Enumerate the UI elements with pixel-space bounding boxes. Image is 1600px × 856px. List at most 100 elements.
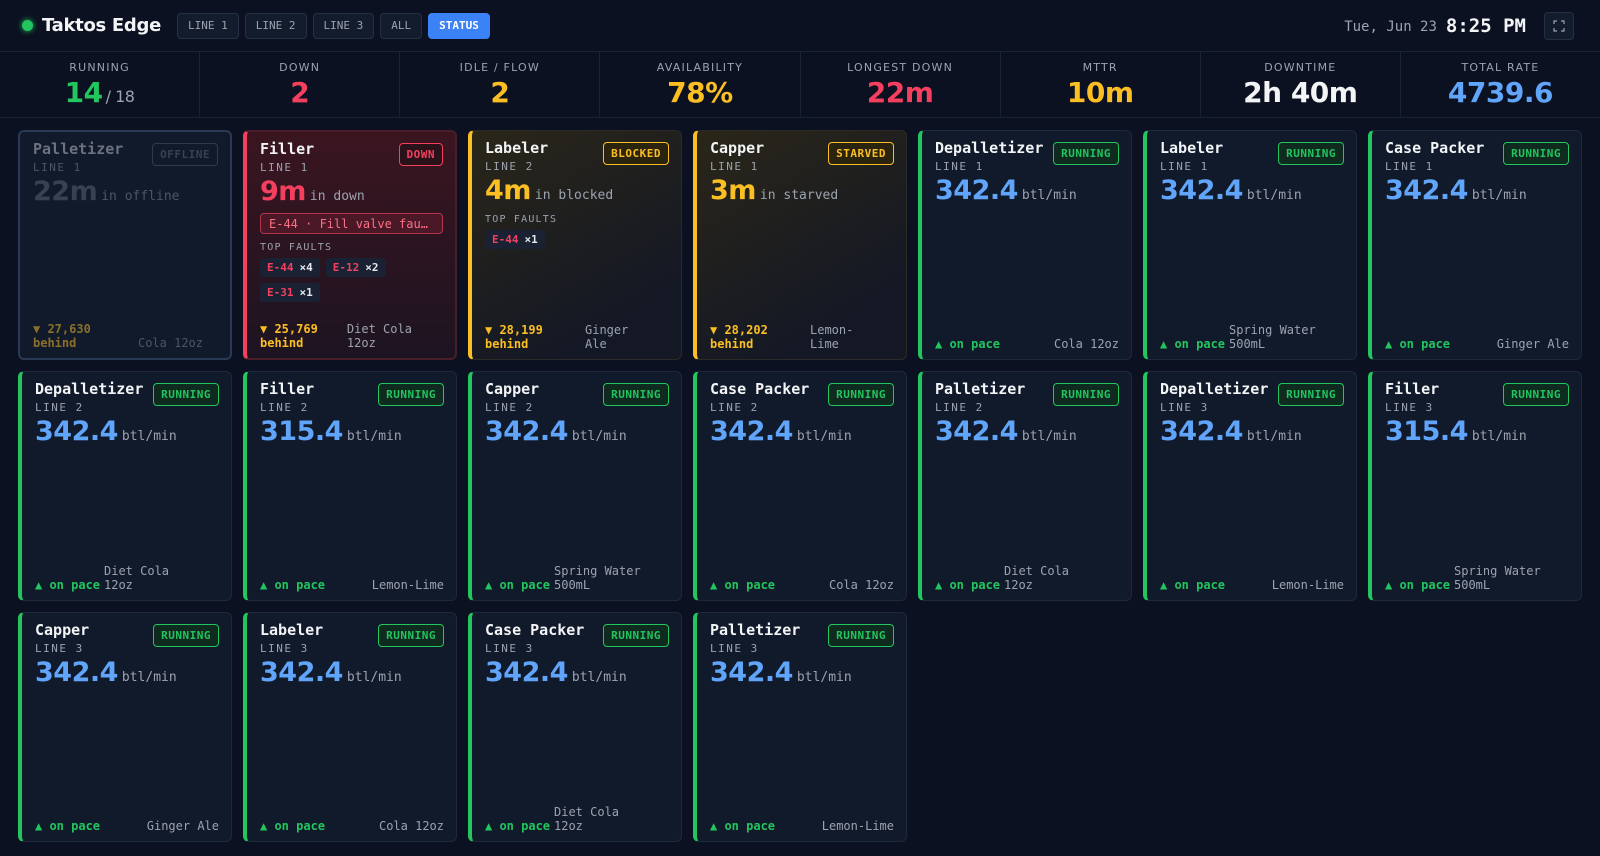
nav-all-button[interactable]: ALL [380, 12, 423, 39]
machine-card[interactable]: Depalletizer LINE 3 RUNNING 342.4 btl/min ▲ o… [1143, 371, 1357, 601]
kpi-running: RUNNING 14/ 18 [0, 52, 201, 117]
product-sku: Spring Water 500mL [554, 564, 641, 592]
machine-card[interactable]: Labeler LINE 3 RUNNING 342.4 btl/min ▲ on pac… [243, 612, 457, 842]
machine-card[interactable]: Palletizer LINE 2 RUNNING 342.4 btl/min ▲ on … [918, 371, 1132, 601]
product-sku: Cola 12oz [1053, 337, 1119, 351]
nav-line-3-button[interactable]: LINE 3 [312, 12, 375, 39]
machine-name: Filler [260, 380, 315, 398]
pace-status: ▲ on pace [1160, 578, 1226, 592]
kpi-label: DOWNTIME [1264, 60, 1337, 74]
machine-metric: 342.4 [1160, 416, 1243, 447]
pace-status: ▲ on pace [935, 337, 1001, 351]
kpi-value: 78% [667, 75, 733, 109]
machine-card[interactable]: Case Packer LINE 3 RUNNING 342.4 btl/min ▲ on… [468, 612, 682, 842]
fault-count: ×1 [524, 233, 538, 246]
app-title: Taktos Edge [42, 15, 161, 36]
kpi-value: 14/ 18 [64, 75, 135, 109]
fault-count: ×1 [299, 286, 313, 299]
kpi-label: RUNNING [69, 60, 130, 74]
status-badge: RUNNING [603, 624, 669, 647]
product-sku: Ginger Ale [585, 323, 629, 351]
metric-unit: btl/min [571, 670, 627, 685]
machine-name: Capper [35, 621, 90, 639]
metric-unit: btl/min [796, 670, 852, 685]
active-fault-banner[interactable]: E-44 · Fill valve fault [260, 213, 443, 234]
metric-unit: btl/min [796, 429, 852, 444]
machine-card[interactable]: Labeler LINE 1 RUNNING 342.4 btl/min ▲ on pac… [1143, 130, 1357, 360]
machine-name: Palletizer [935, 380, 1026, 398]
machine-metric: 342.4 [260, 657, 343, 688]
machine-card[interactable]: Filler LINE 1 DOWN 9m in down E-44 · Fill val… [243, 130, 457, 360]
machine-line: LINE 2 [35, 401, 84, 414]
machine-grid: Palletizer LINE 1 OFFLINE 22m in offline ▼ 27… [18, 130, 1582, 842]
machine-line: LINE 3 [710, 642, 759, 655]
top-faults-label: TOP FAULTS [260, 242, 333, 253]
machine-card[interactable]: Depalletizer LINE 2 RUNNING 342.4 btl/min ▲ o… [18, 371, 232, 601]
product-sku: Cola 12oz [828, 578, 894, 592]
kpi-value: 10m [1066, 75, 1134, 109]
kpi-strip: RUNNING 14/ 18 DOWN 2 IDLE / FLOW 2 AVAILABILI… [0, 52, 1600, 118]
fault-chip[interactable]: E-44 ×4 [260, 258, 320, 277]
fault-code: E-31 [267, 286, 294, 299]
status-badge: RUNNING [828, 624, 894, 647]
kpi-availability: AVAILABILITY 78% [600, 52, 801, 117]
machine-line: LINE 3 [485, 642, 534, 655]
machine-line: LINE 1 [33, 161, 82, 174]
machine-card[interactable]: Case Packer LINE 1 RUNNING 342.4 btl/min ▲ on… [1368, 130, 1582, 360]
machine-card[interactable]: Capper LINE 3 RUNNING 342.4 btl/min ▲ on pace… [18, 612, 232, 842]
machine-card[interactable]: Filler LINE 2 RUNNING 315.4 btl/min ▲ on pace… [243, 371, 457, 601]
pace-status: ▲ on pace [485, 819, 551, 833]
fault-chips: E-44 ×1 [485, 230, 669, 249]
pace-status: ▲ on pace [35, 819, 101, 833]
kpi-value: 22m [866, 75, 934, 109]
machine-line: LINE 1 [935, 160, 984, 173]
machine-card[interactable]: Depalletizer LINE 1 RUNNING 342.4 btl/min ▲ o… [918, 130, 1132, 360]
fault-chip[interactable]: E-44 ×1 [485, 230, 545, 249]
nav-line-1-button[interactable]: LINE 1 [177, 12, 239, 39]
fault-code: E-44 [492, 233, 519, 246]
product-sku: Lemon-Lime [371, 578, 444, 592]
machine-name: Case Packer [485, 621, 585, 639]
status-badge: RUNNING [153, 624, 219, 647]
nav-line-2-button[interactable]: LINE 2 [244, 12, 307, 39]
nav-status-button[interactable]: STATUS [428, 12, 490, 39]
metric-unit: btl/min [1021, 429, 1077, 444]
machine-name: Capper [485, 380, 540, 398]
machine-line: LINE 2 [485, 160, 534, 173]
machine-card[interactable]: Filler LINE 3 RUNNING 315.4 btl/min ▲ on pace… [1368, 371, 1582, 601]
product-sku: Lemon-Lime [1271, 578, 1344, 592]
machine-card[interactable]: Capper LINE 2 RUNNING 342.4 btl/min ▲ on pace… [468, 371, 682, 601]
machine-name: Depalletizer [1160, 380, 1269, 398]
machine-card[interactable]: Labeler LINE 2 BLOCKED 4m in blocked TOP FAUL… [468, 130, 682, 360]
fault-chip[interactable]: E-31 ×1 [260, 283, 320, 302]
machine-card[interactable]: Capper LINE 1 STARVED 3m in starved ▼ 28,202 … [693, 130, 907, 360]
metric-unit: btl/min [571, 429, 627, 444]
machine-card[interactable]: Case Packer LINE 2 RUNNING 342.4 btl/min ▲ on… [693, 371, 907, 601]
machine-metric: 342.4 [35, 657, 118, 688]
product-sku: Cola 12oz [137, 336, 203, 350]
status-badge: RUNNING [1503, 142, 1569, 165]
kpi-sub: / 18 [105, 86, 135, 106]
metric-unit: btl/min [1246, 429, 1302, 444]
kpi-value: 4739.6 [1447, 75, 1554, 109]
pace-status: ▲ on pace [260, 819, 326, 833]
kpi-downtime: DOWNTIME 2h 40m [1201, 52, 1401, 117]
product-sku: Lemon-Lime [810, 323, 854, 351]
fault-code: E-12 [332, 261, 360, 274]
top-faults-label: TOP FAULTS [485, 214, 558, 225]
line-nav: LINE 1 LINE 2 LINE 3 ALL STATUS [177, 12, 490, 39]
machine-metric: 342.4 [1160, 175, 1243, 206]
machine-line: LINE 1 [1385, 160, 1434, 173]
machine-card[interactable]: Palletizer LINE 1 OFFLINE 22m in offline ▼ 27… [18, 130, 232, 360]
machine-name: Case Packer [1385, 139, 1485, 157]
fullscreen-button[interactable] [1544, 11, 1574, 40]
fault-chip[interactable]: E-12 ×2 [325, 258, 386, 277]
pace-status: ▲ on pace [260, 578, 326, 592]
machine-metric: 315.4 [1385, 416, 1468, 447]
product-sku: Diet Cola 12oz [346, 322, 412, 350]
pace-status: ▲ on pace [710, 578, 776, 592]
machine-card[interactable]: Palletizer LINE 3 RUNNING 342.4 btl/min ▲ on … [693, 612, 907, 842]
metric-unit: btl/min [121, 670, 177, 685]
machine-metric: 22m [33, 176, 98, 207]
kpi-longest-down: LONGEST DOWN 22m [801, 52, 1001, 117]
